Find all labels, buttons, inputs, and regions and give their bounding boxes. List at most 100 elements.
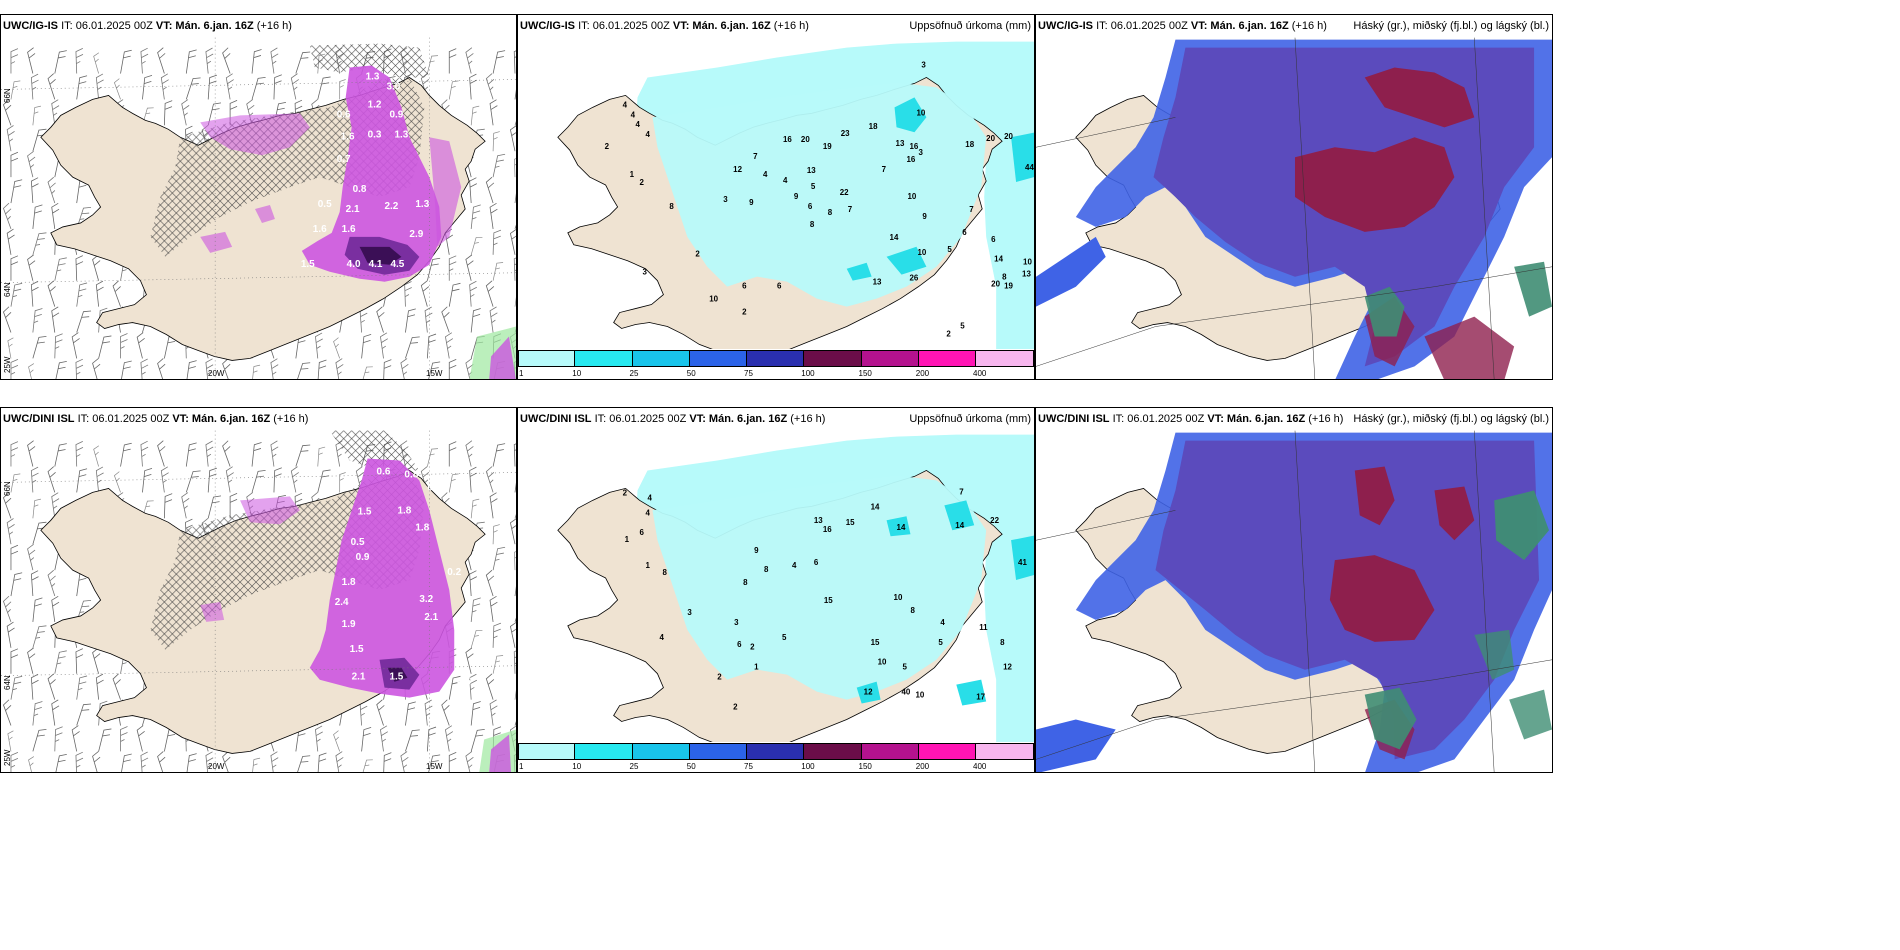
wind-barb <box>10 151 19 178</box>
wind-barb <box>180 99 194 126</box>
precip-value-label: 14 <box>994 255 1003 264</box>
snow-value-label: 0.6 <box>377 466 391 477</box>
cloud-map <box>1036 37 1552 379</box>
colorbar-tick: 75 <box>744 762 753 771</box>
low-clouds <box>1364 261 1552 337</box>
precip-value-label: 2 <box>640 178 645 187</box>
wind-barb <box>375 699 391 726</box>
wind-barb <box>30 73 41 100</box>
wind-barb <box>314 332 326 359</box>
wind-barb <box>514 679 516 701</box>
colorbar-segment <box>804 743 862 760</box>
wind-barb <box>489 99 501 126</box>
wind-barb <box>426 726 437 753</box>
colorbar-tick: 1 <box>519 369 524 378</box>
colorbar-tick: 100 <box>801 762 815 771</box>
wind-barb <box>405 334 421 361</box>
wind-barb <box>221 440 238 467</box>
colorbar-segment <box>632 743 690 760</box>
wind-barb <box>10 752 19 772</box>
precip-colorbar: 1 10 25 50 75 100 150 200 400 <box>518 742 1034 772</box>
wind-barb <box>513 648 516 675</box>
precip-value-label: 1 <box>754 663 759 672</box>
precip-value-label: 4 <box>646 130 651 139</box>
precip-value-label: 13 <box>1022 270 1031 279</box>
panel-header: UWC/DINI ISL IT: 06.01.2025 00Z VT: Mán.… <box>518 408 1034 430</box>
lon-label-25: 25W <box>3 749 12 766</box>
wind-barb <box>76 701 92 729</box>
wind-barb <box>50 202 63 230</box>
wind-barb <box>290 73 304 100</box>
wind-barb <box>75 440 85 467</box>
precip-value-label: 20 <box>991 280 1000 289</box>
colorbar-segment <box>689 743 747 760</box>
wind-barb <box>32 498 42 520</box>
snow-value-label: 1.3 <box>394 129 408 140</box>
precip-value-label: 44 <box>1025 163 1034 172</box>
wind-barb <box>317 467 331 495</box>
precip-value-label: 6 <box>991 235 996 244</box>
wind-barb <box>399 751 413 772</box>
precip-value-label: 1 <box>630 170 635 179</box>
init-time: IT: 06.01.2025 00Z <box>61 20 153 32</box>
wind-barb <box>484 673 501 701</box>
precip-panel-bottom: UWC/DINI ISL IT: 06.01.2025 00Z VT: Mán.… <box>517 407 1035 773</box>
wind-barb <box>6 621 19 649</box>
colorbar-segment <box>861 743 919 760</box>
colorbar-tick: 25 <box>629 369 639 378</box>
colorbar-tick: 200 <box>915 762 930 771</box>
valid-time: Mán. 6.jan. 16Z <box>175 20 254 32</box>
precip-value-label: 2 <box>695 250 700 259</box>
wind-barb <box>405 307 417 334</box>
wind-barb <box>207 493 222 521</box>
wind-barb <box>448 359 457 379</box>
lat-label-66: 66N <box>3 88 12 103</box>
precip-value-label: 8 <box>743 578 748 587</box>
wind-barb <box>95 466 106 493</box>
wind-barb <box>120 726 128 752</box>
colorbar-segment <box>918 350 976 367</box>
wind-barb <box>514 494 516 521</box>
snow-value-label: 1.5 <box>389 672 403 683</box>
precip-value-label: 13 <box>807 166 816 175</box>
wind-barb <box>10 544 19 571</box>
snow-wind-map: 0.6 0.8 0.7 1.8 1.8 1.5 0.5 0.9 1.8 2.4 1.9 1.5 2.1 1… <box>1 430 516 772</box>
wind-barb <box>270 358 282 379</box>
snow-value-label: 1.3 <box>366 72 380 83</box>
precip-value-label: 10 <box>916 108 925 117</box>
wind-barb <box>470 307 482 334</box>
wind-barb <box>136 725 150 752</box>
wind-barb <box>95 280 106 308</box>
snow-value-label: 4.5 <box>457 677 471 688</box>
wind-barb <box>273 74 283 101</box>
precip-value-label: 16 <box>783 135 792 144</box>
colorbar-tick: 400 <box>973 762 987 771</box>
wind-barb <box>492 545 506 572</box>
wind-barb <box>332 337 346 359</box>
wind-barb <box>509 125 516 152</box>
precip-value-label: 23 <box>841 129 850 138</box>
lat-label-64: 64N <box>3 282 12 297</box>
wind-barb <box>514 177 516 205</box>
precip-value-label: 2 <box>605 142 610 151</box>
lead-time: (+16 h) <box>773 20 809 32</box>
init-time: IT: 06.01.2025 00Z <box>1096 20 1188 32</box>
colorbar-frame <box>518 743 1034 760</box>
valid-label: VT: <box>172 413 189 425</box>
snow-value-label: 4.0 <box>347 259 361 270</box>
wind-barb <box>26 647 41 675</box>
wind-barb <box>405 727 421 754</box>
wind-barb <box>185 359 198 379</box>
wind-barb <box>489 306 501 333</box>
panel-header: UWC/IG-IS IT: 06.01.2025 00Z VT: Mán. 6.… <box>518 15 1034 37</box>
wind-barb <box>448 79 459 101</box>
panel-title: Háský (gr.), miðský (fj.bl.) og lágský (… <box>1353 413 1549 425</box>
snow-value-label: 0.2 <box>447 567 461 578</box>
wind-barb <box>32 203 43 231</box>
wind-barb <box>75 358 85 379</box>
precip-value-label: 4 <box>631 110 636 119</box>
precip-value-label: 4 <box>783 176 788 185</box>
precip-value-label: 41 <box>1018 558 1027 567</box>
precip-value-label: 12 <box>864 688 873 697</box>
wind-barb <box>492 441 506 469</box>
